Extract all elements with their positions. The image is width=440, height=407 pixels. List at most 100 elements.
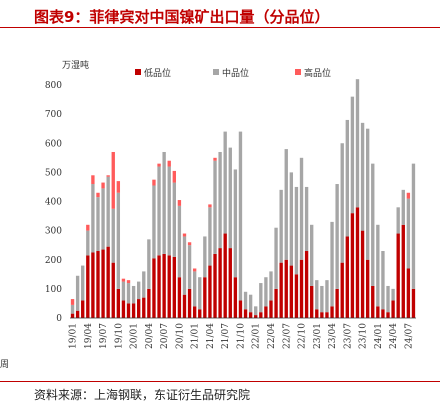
bar-low-grade	[81, 300, 85, 318]
bar-mid-grade	[86, 230, 90, 256]
bar-mid-grade	[121, 281, 126, 301]
bar-high-grade	[167, 160, 171, 167]
bar-mid-grade	[131, 285, 136, 304]
bar-low-grade	[238, 300, 243, 318]
bar-mid-grade	[106, 176, 110, 247]
bar-low-grade	[182, 294, 187, 318]
bar-low-grade	[187, 288, 192, 319]
bar-mid-grade	[223, 131, 227, 234]
bar-mid-grade	[192, 271, 197, 307]
bar-high-grade	[172, 170, 176, 183]
bar-low-grade	[228, 248, 232, 318]
bar-low-grade	[386, 312, 390, 318]
bar-low-grade	[345, 236, 349, 318]
bar-mid-grade	[269, 271, 273, 301]
bar-low-grade	[315, 309, 319, 318]
legend-label: 中品位	[222, 67, 249, 79]
bar-mid-grade	[411, 163, 416, 289]
bar-low-grade	[203, 277, 207, 318]
y-tick-label: 800	[45, 81, 62, 91]
bar-mid-grade	[355, 79, 360, 208]
source-rule	[0, 381, 440, 382]
x-tick-label: 20/04	[145, 323, 155, 349]
legend-swatch	[295, 69, 301, 75]
x-tick-label: 24/01	[374, 323, 384, 349]
bar-mid-grade	[198, 277, 202, 310]
x-tick-label: 20/07	[160, 323, 170, 349]
bar-low-grade	[340, 262, 344, 318]
bar-low-grade	[350, 213, 355, 318]
bar-high-grade	[192, 268, 197, 272]
bar-mid-grade	[401, 189, 405, 225]
x-tick-label: 22/04	[267, 323, 277, 349]
y-tick-label: 700	[45, 110, 62, 120]
bar-mid-grade	[126, 283, 131, 304]
bar-mid-grade	[142, 271, 146, 298]
bar-mid-grade	[243, 291, 248, 310]
bar-low-grade	[91, 252, 95, 318]
bar-mid-grade	[96, 197, 100, 252]
bar-low-grade	[360, 230, 365, 319]
bar-mid-grade	[116, 192, 121, 289]
bar-high-grade	[213, 157, 217, 161]
bar-low-grade	[86, 255, 90, 318]
bar-low-grade	[137, 299, 141, 318]
bar-high-grade	[177, 200, 182, 206]
bar-low-grade	[264, 306, 268, 318]
x-tick-label: 23/01	[313, 323, 323, 349]
x-tick-label: 22/07	[282, 323, 292, 349]
bar-low-grade	[208, 265, 212, 318]
bar-high-grade	[86, 224, 90, 231]
bar-mid-grade	[137, 281, 141, 300]
title-rule	[0, 27, 440, 28]
bar-low-grade	[167, 255, 171, 318]
bar-mid-grade	[376, 224, 380, 307]
bar-low-grade	[365, 259, 370, 318]
bar-low-grade	[172, 256, 176, 318]
x-tick-label: 23/07	[343, 323, 353, 349]
bar-low-grade	[157, 255, 161, 318]
x-tick-label: 22/10	[298, 323, 308, 349]
bar-mid-grade	[91, 184, 95, 253]
x-tick-label: 19/07	[99, 323, 109, 349]
x-tick-label: 21/10	[236, 323, 246, 349]
bar-mid-grade	[172, 182, 176, 257]
bar-mid-grade	[360, 122, 365, 231]
y-tick-label: 300	[45, 227, 62, 237]
bar-low-grade	[406, 268, 411, 318]
bar-low-grade	[371, 285, 375, 318]
legend-label: 低品位	[144, 67, 171, 79]
bar-high-grade	[157, 163, 161, 167]
bar-low-grade	[233, 277, 238, 318]
bar-mid-grade	[310, 224, 314, 286]
bar-low-grade	[376, 306, 380, 318]
bar-mid-grade	[406, 198, 411, 269]
edge-text: 周	[0, 360, 10, 370]
bar-low-grade	[218, 248, 222, 318]
bar-low-grade	[142, 297, 146, 318]
bar-mid-grade	[396, 207, 400, 234]
y-tick-label: 100	[45, 285, 62, 295]
bar-low-grade	[294, 274, 299, 318]
bar-mid-grade	[162, 151, 166, 254]
y-tick-label: 400	[45, 198, 62, 208]
bar-low-grade	[152, 258, 156, 318]
bar-high-grade	[182, 233, 187, 237]
bar-mid-grade	[187, 245, 192, 289]
bar-low-grade	[269, 300, 273, 318]
y-tick-label: 0	[56, 314, 62, 324]
bar-mid-grade	[111, 208, 115, 263]
bar-low-grade	[396, 233, 400, 318]
bar-low-grade	[243, 309, 248, 318]
bar-low-grade	[411, 288, 416, 319]
bar-mid-grade	[386, 285, 390, 313]
bar-mid-grade	[299, 157, 304, 260]
bar-high-grade	[91, 175, 95, 185]
bar-mid-grade	[259, 283, 263, 313]
bar-mid-grade	[70, 304, 75, 314]
bar-high-grade	[152, 179, 156, 186]
bar-mid-grade	[101, 188, 105, 250]
bar-mid-grade	[182, 236, 187, 295]
x-tick-label: 19/01	[69, 323, 79, 349]
